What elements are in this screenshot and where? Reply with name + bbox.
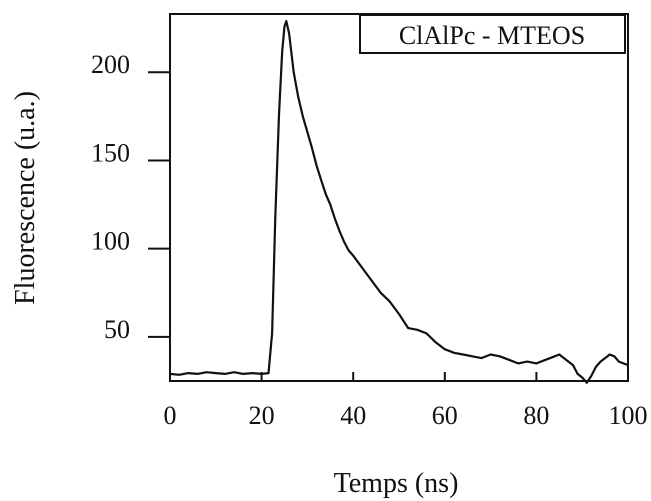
x-tick-label: 20 — [249, 401, 275, 430]
y-tick-label: 50 — [104, 315, 130, 344]
y-axis-title: Fluorescence (u.a.) — [10, 91, 41, 305]
plot-area — [169, 13, 629, 382]
y-tick-label: 200 — [91, 50, 130, 79]
x-tick-label: 0 — [164, 401, 177, 430]
x-tick-label: 40 — [340, 401, 366, 430]
x-axis-title: Temps (ns) — [334, 468, 459, 499]
x-tick-label: 80 — [523, 401, 549, 430]
y-tick-label: 150 — [91, 138, 130, 167]
y-tick-label: 100 — [91, 227, 130, 256]
series-line — [169, 20, 629, 384]
legend: ClAlPc - MTEOS — [359, 14, 626, 54]
x-tick-label: 60 — [432, 401, 458, 430]
axis-ticks — [148, 71, 629, 381]
x-tick-label: 100 — [609, 401, 648, 430]
legend-box — [359, 14, 626, 54]
legend-label: ClAlPc - MTEOS — [399, 21, 585, 50]
tick-labels: 0 20 40 60 80 100 50 100 150 200 — [91, 50, 648, 430]
plot-frame — [169, 13, 629, 382]
